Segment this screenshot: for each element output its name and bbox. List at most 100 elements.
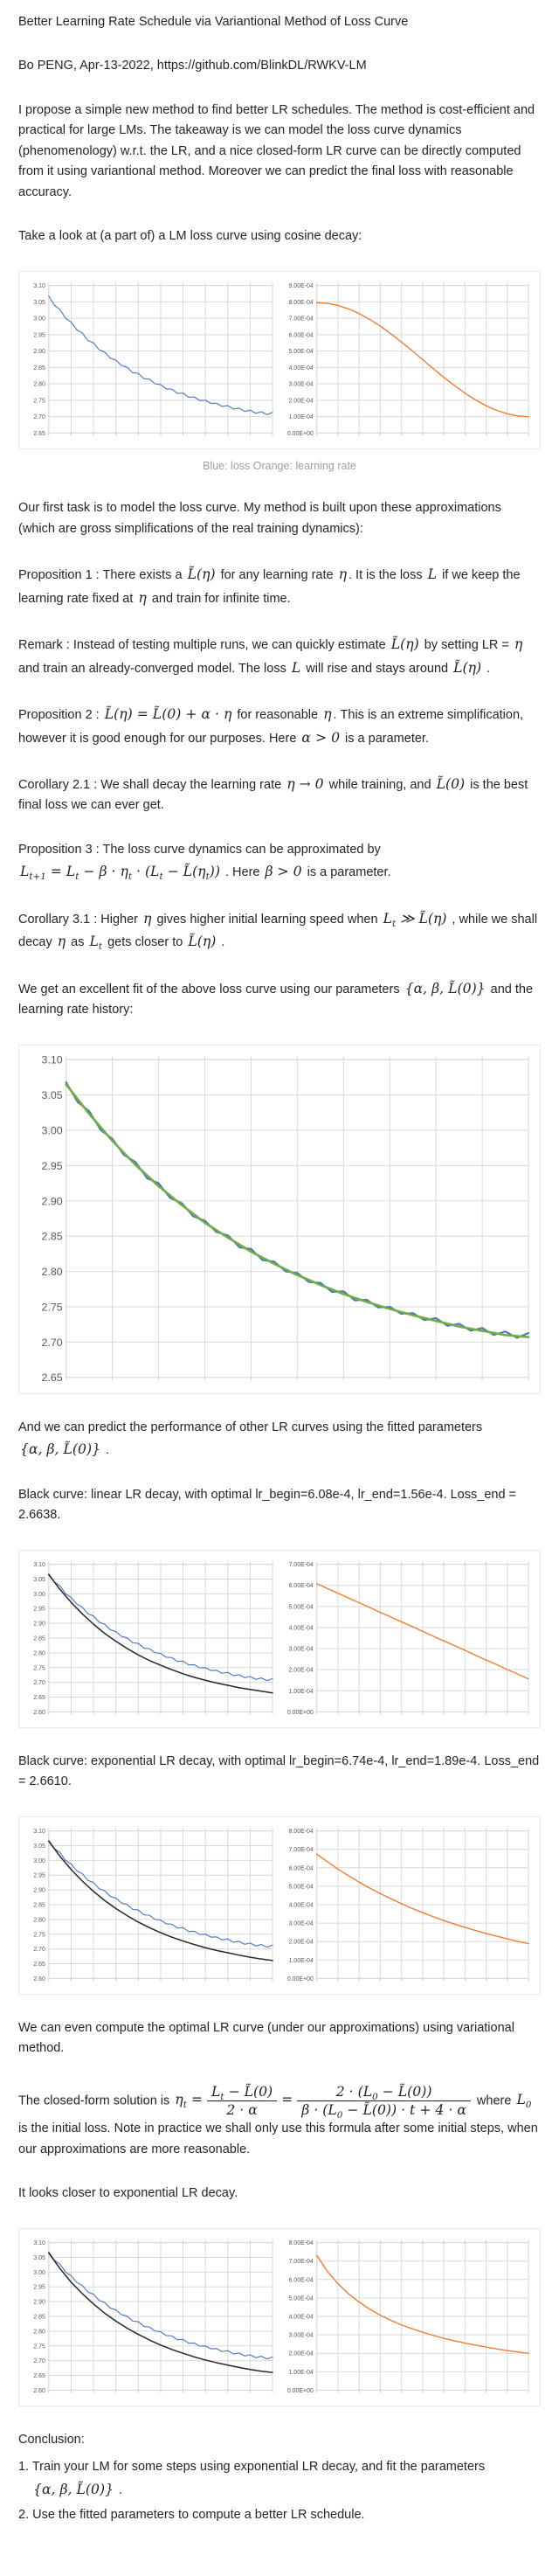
svg-text:2.70: 2.70 — [33, 2358, 45, 2364]
svg-text:7.00E-04: 7.00E-04 — [289, 1562, 314, 1568]
paragraph-compute-optimal: We can even compute the optimal LR curve… — [18, 2020, 514, 2056]
svg-text:2.00E-04: 2.00E-04 — [289, 2351, 314, 2357]
svg-text:2.00E-04: 2.00E-04 — [289, 1939, 314, 1945]
svg-text:3.10: 3.10 — [33, 1829, 45, 1835]
svg-text:2.90: 2.90 — [33, 349, 45, 355]
svg-text:2.85: 2.85 — [33, 365, 45, 371]
svg-text:4.00E-04: 4.00E-04 — [289, 1625, 314, 1631]
svg-text:6.00E-04: 6.00E-04 — [289, 1583, 314, 1589]
series-predicted-loss-linear-decay- — [48, 1573, 273, 1694]
series-loss-cosine-run- — [48, 1573, 273, 1682]
svg-text:2.65: 2.65 — [42, 1371, 63, 1384]
svg-text:2.70: 2.70 — [33, 1680, 45, 1686]
svg-text:5.00E-04: 5.00E-04 — [289, 1604, 314, 1610]
svg-text:3.10: 3.10 — [33, 283, 45, 289]
svg-text:2.85: 2.85 — [33, 1635, 45, 1642]
paragraph-proposition-3: Proposition 3 : The loss curve dynamics … — [18, 842, 391, 883]
chart-exponential-lr-decay-prediction-1: 8.00E-04 7.00E-04 6.00E-04 5.00E-04 4.00E-04… — [287, 1828, 529, 1982]
chart-loss-curve-fit-0: 3.10 3.05 3.00 2.95 2.90 2.85 2.80 2.75 2.70 2.65 — [42, 1054, 530, 1384]
svg-text:2.80: 2.80 — [33, 2329, 45, 2335]
conclusion-item-1: 1. Train your LM for some steps using ex… — [18, 2460, 486, 2497]
svg-text:3.05: 3.05 — [33, 1843, 45, 1850]
math-inline: L — [291, 658, 301, 676]
math-fraction: 2 · (L0 − L̃(0)) β · (L0 − L̃(0)) · t + 4… — [294, 2083, 473, 2120]
math-inline: {α, β, L̃(0)} — [20, 1441, 101, 1458]
figure-exponential-lr-decay: 3.10 3.05 3.00 2.95 2.90 2.85 2.80 2.75 2.70 2.65… — [18, 1816, 541, 1995]
svg-text:2.85: 2.85 — [33, 2314, 45, 2320]
svg-text:5.00E-04: 5.00E-04 — [289, 1884, 314, 1890]
svg-text:5.00E-04: 5.00E-04 — [289, 2295, 314, 2302]
math-inline: Lt ≫ L̃(η) — [383, 909, 447, 930]
svg-text:3.05: 3.05 — [33, 1577, 45, 1583]
series-loss-cosine-run- — [48, 1839, 273, 1948]
math-inline: L̃(η) — [188, 933, 217, 950]
series-learning-rate — [316, 302, 529, 418]
svg-text:2.65: 2.65 — [33, 431, 45, 437]
svg-text:2.80: 2.80 — [42, 1266, 63, 1278]
paragraph-corollary-2-1: Corollary 2.1 : We shall decay the learn… — [18, 775, 528, 813]
chart-optimal-lr-curve-0: 3.10 3.05 3.00 2.95 2.90 2.85 2.80 2.75 2.70 2.65… — [33, 2239, 273, 2394]
figure-optimal-lr-curve: 3.10 3.05 3.00 2.95 2.90 2.85 2.80 2.75 2.70 2.65… — [18, 2227, 541, 2406]
math-inline: L0 — [516, 2091, 532, 2111]
math-inline: ηt = — [175, 2091, 203, 2111]
svg-text:2.95: 2.95 — [42, 1160, 63, 1172]
math-inline: L̃(η) — [390, 635, 419, 653]
conclusion-item-2: 2. Use the fitted parameters to compute … — [18, 2508, 365, 2523]
svg-text:2.00E-04: 2.00E-04 — [289, 1667, 314, 1673]
svg-text:2.85: 2.85 — [33, 1902, 45, 1908]
paragraph-corollary-3-1: Corollary 3.1 : Higher η gives higher in… — [18, 909, 538, 953]
math-inline: {α, β, L̃(0)} — [404, 979, 486, 996]
paragraph-excellent-fit: We get an excellent fit of the above los… — [18, 979, 534, 1017]
svg-text:3.10: 3.10 — [33, 1562, 45, 1568]
svg-text:1.00E-04: 1.00E-04 — [289, 1958, 314, 1964]
svg-text:2.70: 2.70 — [33, 1947, 45, 1953]
paragraph-first-task: Our first task is to model the loss curv… — [18, 501, 501, 536]
math-inline: L̃(0) — [436, 775, 466, 792]
svg-text:4.00E-04: 4.00E-04 — [289, 1902, 314, 1908]
svg-text:2.95: 2.95 — [33, 1607, 45, 1613]
figure-linear-lr-decay: 3.10 3.05 3.00 2.95 2.90 2.85 2.80 2.75 2.70 2.65… — [18, 1549, 541, 1728]
svg-text:2.65: 2.65 — [33, 2373, 45, 2379]
math-inline: α > 0 — [301, 728, 341, 746]
svg-text:1.00E-04: 1.00E-04 — [289, 1689, 314, 1695]
math-inline: L̃(η) = L̃(0) + α · η — [104, 705, 232, 723]
svg-text:3.10: 3.10 — [42, 1054, 63, 1066]
math-inline: η — [57, 933, 66, 950]
svg-text:2.90: 2.90 — [42, 1195, 63, 1207]
math-inline: β > 0 — [265, 863, 302, 880]
svg-text:2.75: 2.75 — [33, 1665, 45, 1671]
svg-text:4.00E-04: 4.00E-04 — [289, 365, 314, 371]
svg-text:2.90: 2.90 — [33, 1887, 45, 1893]
math-inline: L — [427, 566, 438, 583]
math-inline: Lt — [89, 933, 103, 953]
svg-text:2.70: 2.70 — [33, 414, 45, 420]
svg-text:2.00E-04: 2.00E-04 — [289, 398, 314, 404]
svg-text:0.00E+00: 0.00E+00 — [287, 431, 314, 437]
svg-text:3.00: 3.00 — [33, 1858, 45, 1864]
svg-text:0.00E+00: 0.00E+00 — [287, 1976, 314, 1982]
conclusion-heading: Conclusion: — [18, 2432, 85, 2447]
svg-text:8.00E-04: 8.00E-04 — [289, 2240, 314, 2246]
svg-text:7.00E-04: 7.00E-04 — [289, 316, 314, 322]
math-inline: Lt+1 = Lt − β · ηt · (Lt − L̃(ηt)) — [20, 863, 220, 883]
paragraph-proposition-1: Proposition 1 : There exists a L̃(η) for… — [18, 566, 521, 606]
svg-text:2.75: 2.75 — [33, 1932, 45, 1938]
paragraph-closer-to-exponential: It looks closer to exponential LR decay. — [18, 2186, 238, 2201]
figure-loss-curve-fit: 3.10 3.05 3.00 2.95 2.90 2.85 2.80 2.75 2.70 2.65 — [18, 1044, 541, 1394]
svg-text:3.00E-04: 3.00E-04 — [289, 1920, 314, 1927]
math-inline: η — [138, 588, 147, 606]
svg-text:2.65: 2.65 — [33, 1962, 45, 1968]
svg-text:7.00E-04: 7.00E-04 — [289, 2259, 314, 2265]
svg-text:3.00: 3.00 — [42, 1124, 63, 1136]
svg-text:6.00E-04: 6.00E-04 — [289, 332, 314, 338]
svg-text:0.00E+00: 0.00E+00 — [287, 1710, 314, 1716]
svg-text:2.95: 2.95 — [33, 332, 45, 338]
chart-optimal-lr-curve-1: 8.00E-04 7.00E-04 6.00E-04 5.00E-04 4.00E-04… — [287, 2239, 529, 2394]
conclusion-list: 1. Train your LM for some steps using ex… — [18, 2457, 541, 2525]
chart-exponential-lr-decay-prediction-0: 3.10 3.05 3.00 2.95 2.90 2.85 2.80 2.75 2.70 2.65… — [33, 1828, 273, 1982]
paragraph-predict: And we can predict the performance of ot… — [18, 1420, 483, 1458]
math-fraction: Lt − L̃(0) 2 · α — [204, 2083, 280, 2120]
series-model-fit — [65, 1083, 530, 1338]
math-inline: η — [143, 909, 152, 927]
svg-text:8.00E-04: 8.00E-04 — [289, 300, 314, 306]
